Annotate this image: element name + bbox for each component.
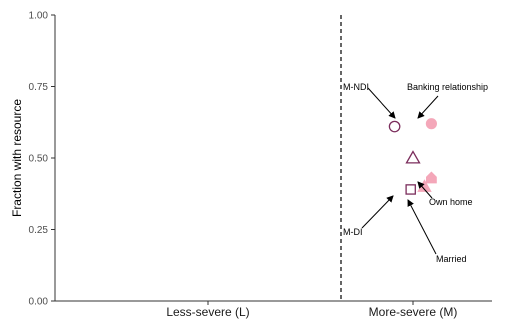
annotation-label: Banking relationship xyxy=(407,82,488,92)
y-tick-label: 0.75 xyxy=(29,82,49,93)
x-category-labels: Less-severe (L) More-severe (M) xyxy=(166,301,457,319)
y-tick-label: 0.50 xyxy=(29,154,49,165)
x-category-label: Less-severe (L) xyxy=(166,305,249,319)
annotation-arrow xyxy=(407,199,437,255)
point-m-ndi xyxy=(388,120,401,133)
point-m-di xyxy=(405,184,416,195)
data-points xyxy=(388,118,437,195)
annotation-label: M-NDI xyxy=(343,82,369,92)
annotation-label: Married xyxy=(436,254,467,264)
x-category-label: More-severe (M) xyxy=(369,305,458,319)
annotation-arrow xyxy=(367,87,396,119)
y-tick-label: 0.25 xyxy=(29,225,49,236)
y-axis-label: Fraction with resource xyxy=(10,99,24,217)
annotation-label: Own home xyxy=(429,197,473,207)
annotation-label: M-DI xyxy=(343,227,363,237)
y-ticks: 0.00 0.25 0.50 0.75 1.00 xyxy=(29,11,55,308)
annotations: M-NDI Banking relationship Own home M-DI Mar… xyxy=(343,82,488,264)
annotation-arrow xyxy=(417,95,439,119)
y-tick-label: 0.00 xyxy=(29,297,49,308)
point-own-home xyxy=(425,171,437,184)
point-banking xyxy=(425,118,437,130)
annotation-arrow xyxy=(361,195,394,229)
axes xyxy=(54,15,492,302)
point-triangle xyxy=(405,150,421,164)
annotation-arrow xyxy=(417,181,433,199)
y-tick-label: 1.00 xyxy=(29,11,49,22)
